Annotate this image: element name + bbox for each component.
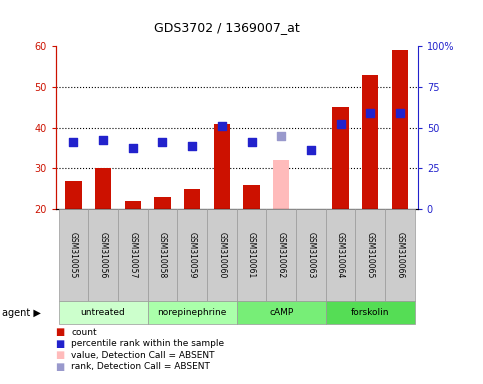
Bar [326, 301, 415, 324]
Bar [177, 209, 207, 301]
Text: count: count [71, 328, 97, 337]
Text: GSM310057: GSM310057 [128, 232, 137, 278]
Text: ■: ■ [56, 327, 65, 337]
Bar [88, 209, 118, 301]
Bar [392, 50, 408, 209]
Text: GSM310059: GSM310059 [187, 232, 197, 278]
Text: GSM310058: GSM310058 [158, 232, 167, 278]
Text: agent ▶: agent ▶ [2, 308, 41, 318]
Text: GSM310060: GSM310060 [217, 232, 227, 278]
Text: ■: ■ [56, 362, 65, 372]
Bar [362, 74, 379, 209]
Bar [148, 301, 237, 324]
Point [158, 139, 166, 145]
Point [248, 139, 256, 145]
Bar [95, 169, 111, 209]
Text: GSM310062: GSM310062 [277, 232, 286, 278]
Point [218, 122, 226, 129]
Text: GSM310055: GSM310055 [69, 232, 78, 278]
Bar [266, 209, 296, 301]
Bar [332, 107, 349, 209]
Bar [237, 301, 326, 324]
Text: percentile rank within the sample: percentile rank within the sample [71, 339, 225, 348]
Point [129, 145, 137, 151]
Text: ■: ■ [56, 350, 65, 360]
Text: forskolin: forskolin [351, 308, 389, 318]
Bar [207, 209, 237, 301]
Text: value, Detection Call = ABSENT: value, Detection Call = ABSENT [71, 351, 215, 360]
Bar [237, 209, 266, 301]
Text: norepinephrine: norepinephrine [157, 308, 227, 318]
Bar [243, 185, 260, 209]
Point [188, 143, 196, 149]
Bar [65, 181, 82, 209]
Text: GSM310056: GSM310056 [99, 232, 108, 278]
Bar [184, 189, 200, 209]
Text: GSM310063: GSM310063 [306, 232, 315, 278]
Bar [58, 209, 88, 301]
Bar [273, 161, 289, 209]
Point [99, 137, 107, 143]
Text: GSM310065: GSM310065 [366, 232, 375, 278]
Bar [296, 209, 326, 301]
Text: rank, Detection Call = ABSENT: rank, Detection Call = ABSENT [71, 362, 211, 371]
Bar [125, 201, 141, 209]
Point [396, 110, 404, 116]
Point [337, 121, 344, 127]
Bar [154, 197, 170, 209]
Point [367, 110, 374, 116]
Bar [385, 209, 415, 301]
Bar [58, 301, 148, 324]
Point [277, 133, 285, 139]
Bar [118, 209, 148, 301]
Bar [148, 209, 177, 301]
Text: GSM310064: GSM310064 [336, 232, 345, 278]
Bar [326, 209, 355, 301]
Text: GSM310061: GSM310061 [247, 232, 256, 278]
Bar [355, 209, 385, 301]
Text: cAMP: cAMP [269, 308, 293, 318]
Text: GDS3702 / 1369007_at: GDS3702 / 1369007_at [154, 21, 300, 34]
Point [70, 139, 77, 145]
Bar [213, 124, 230, 209]
Text: ■: ■ [56, 339, 65, 349]
Point [307, 147, 315, 153]
Text: GSM310066: GSM310066 [396, 232, 404, 278]
Text: untreated: untreated [81, 308, 126, 318]
